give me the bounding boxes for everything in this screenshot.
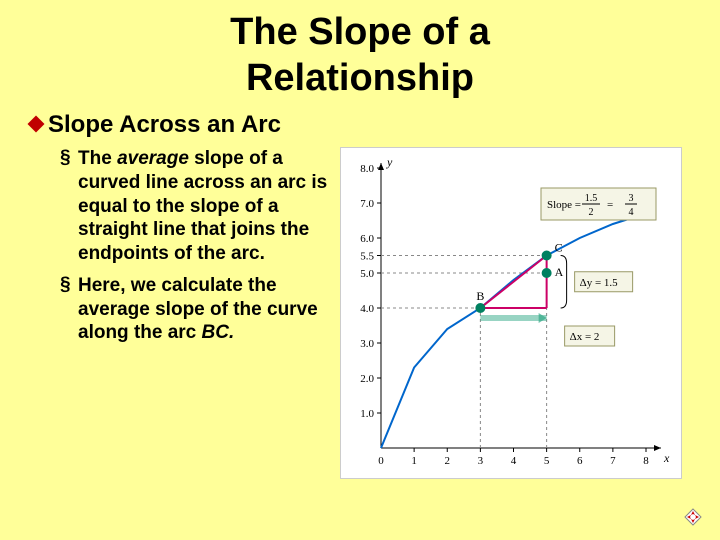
diamond-icon [28,116,45,133]
svg-text:7.0: 7.0 [360,198,374,210]
svg-text:6: 6 [577,455,583,467]
slope-chart: 0 1 2 3 4 5 6 7 8 1.0 2.0 3.0 4.0 5.0 6.0 7.0 8.0 5.5 x y B A… [340,147,682,479]
svg-text:4.0: 4.0 [360,303,374,315]
svg-text:2: 2 [589,207,594,218]
svg-text:1: 1 [411,455,417,467]
svg-text:Slope =: Slope = [547,199,581,211]
subtitle-text: Slope Across an Arc [48,111,281,138]
svg-text:6.0: 6.0 [360,233,374,245]
nav-icon[interactable] [684,508,702,526]
svg-text:8: 8 [643,455,649,467]
bullet-sym-2: § [60,274,78,296]
svg-text:3.0: 3.0 [360,338,374,350]
svg-text:0: 0 [378,455,384,467]
svg-text:Δx = 2: Δx = 2 [570,331,600,343]
bullet-2: §Here, we calculate the average slope of… [60,274,340,345]
svg-text:2: 2 [445,455,451,467]
svg-text:7: 7 [610,455,616,467]
svg-text:y: y [386,155,393,169]
svg-text:=: = [607,199,613,211]
subtitle-row: Slope Across an Arc [0,111,720,139]
svg-text:4: 4 [629,207,634,218]
title-line2: Relationship [246,57,474,99]
svg-text:1.5: 1.5 [585,193,598,204]
svg-text:5.0: 5.0 [360,268,374,280]
bullet-sym-1: § [60,147,78,169]
svg-text:C: C [555,241,563,255]
svg-text:x: x [663,451,670,465]
svg-text:3: 3 [478,455,484,467]
svg-text:3: 3 [629,193,634,204]
svg-text:Δy = 1.5: Δy = 1.5 [580,277,619,289]
svg-text:5.5: 5.5 [360,251,374,263]
svg-text:5: 5 [544,455,550,467]
title-line1: The Slope of a [230,11,490,53]
svg-text:B: B [476,289,484,303]
bullet-1: §The average slope of a curved line acro… [60,147,340,266]
svg-text:2.0: 2.0 [360,373,374,385]
text-column: §The average slope of a curved line acro… [60,147,340,479]
svg-text:8.0: 8.0 [360,163,374,175]
svg-text:1.0: 1.0 [360,408,374,420]
svg-text:4: 4 [511,455,517,467]
svg-text:A: A [555,265,564,279]
